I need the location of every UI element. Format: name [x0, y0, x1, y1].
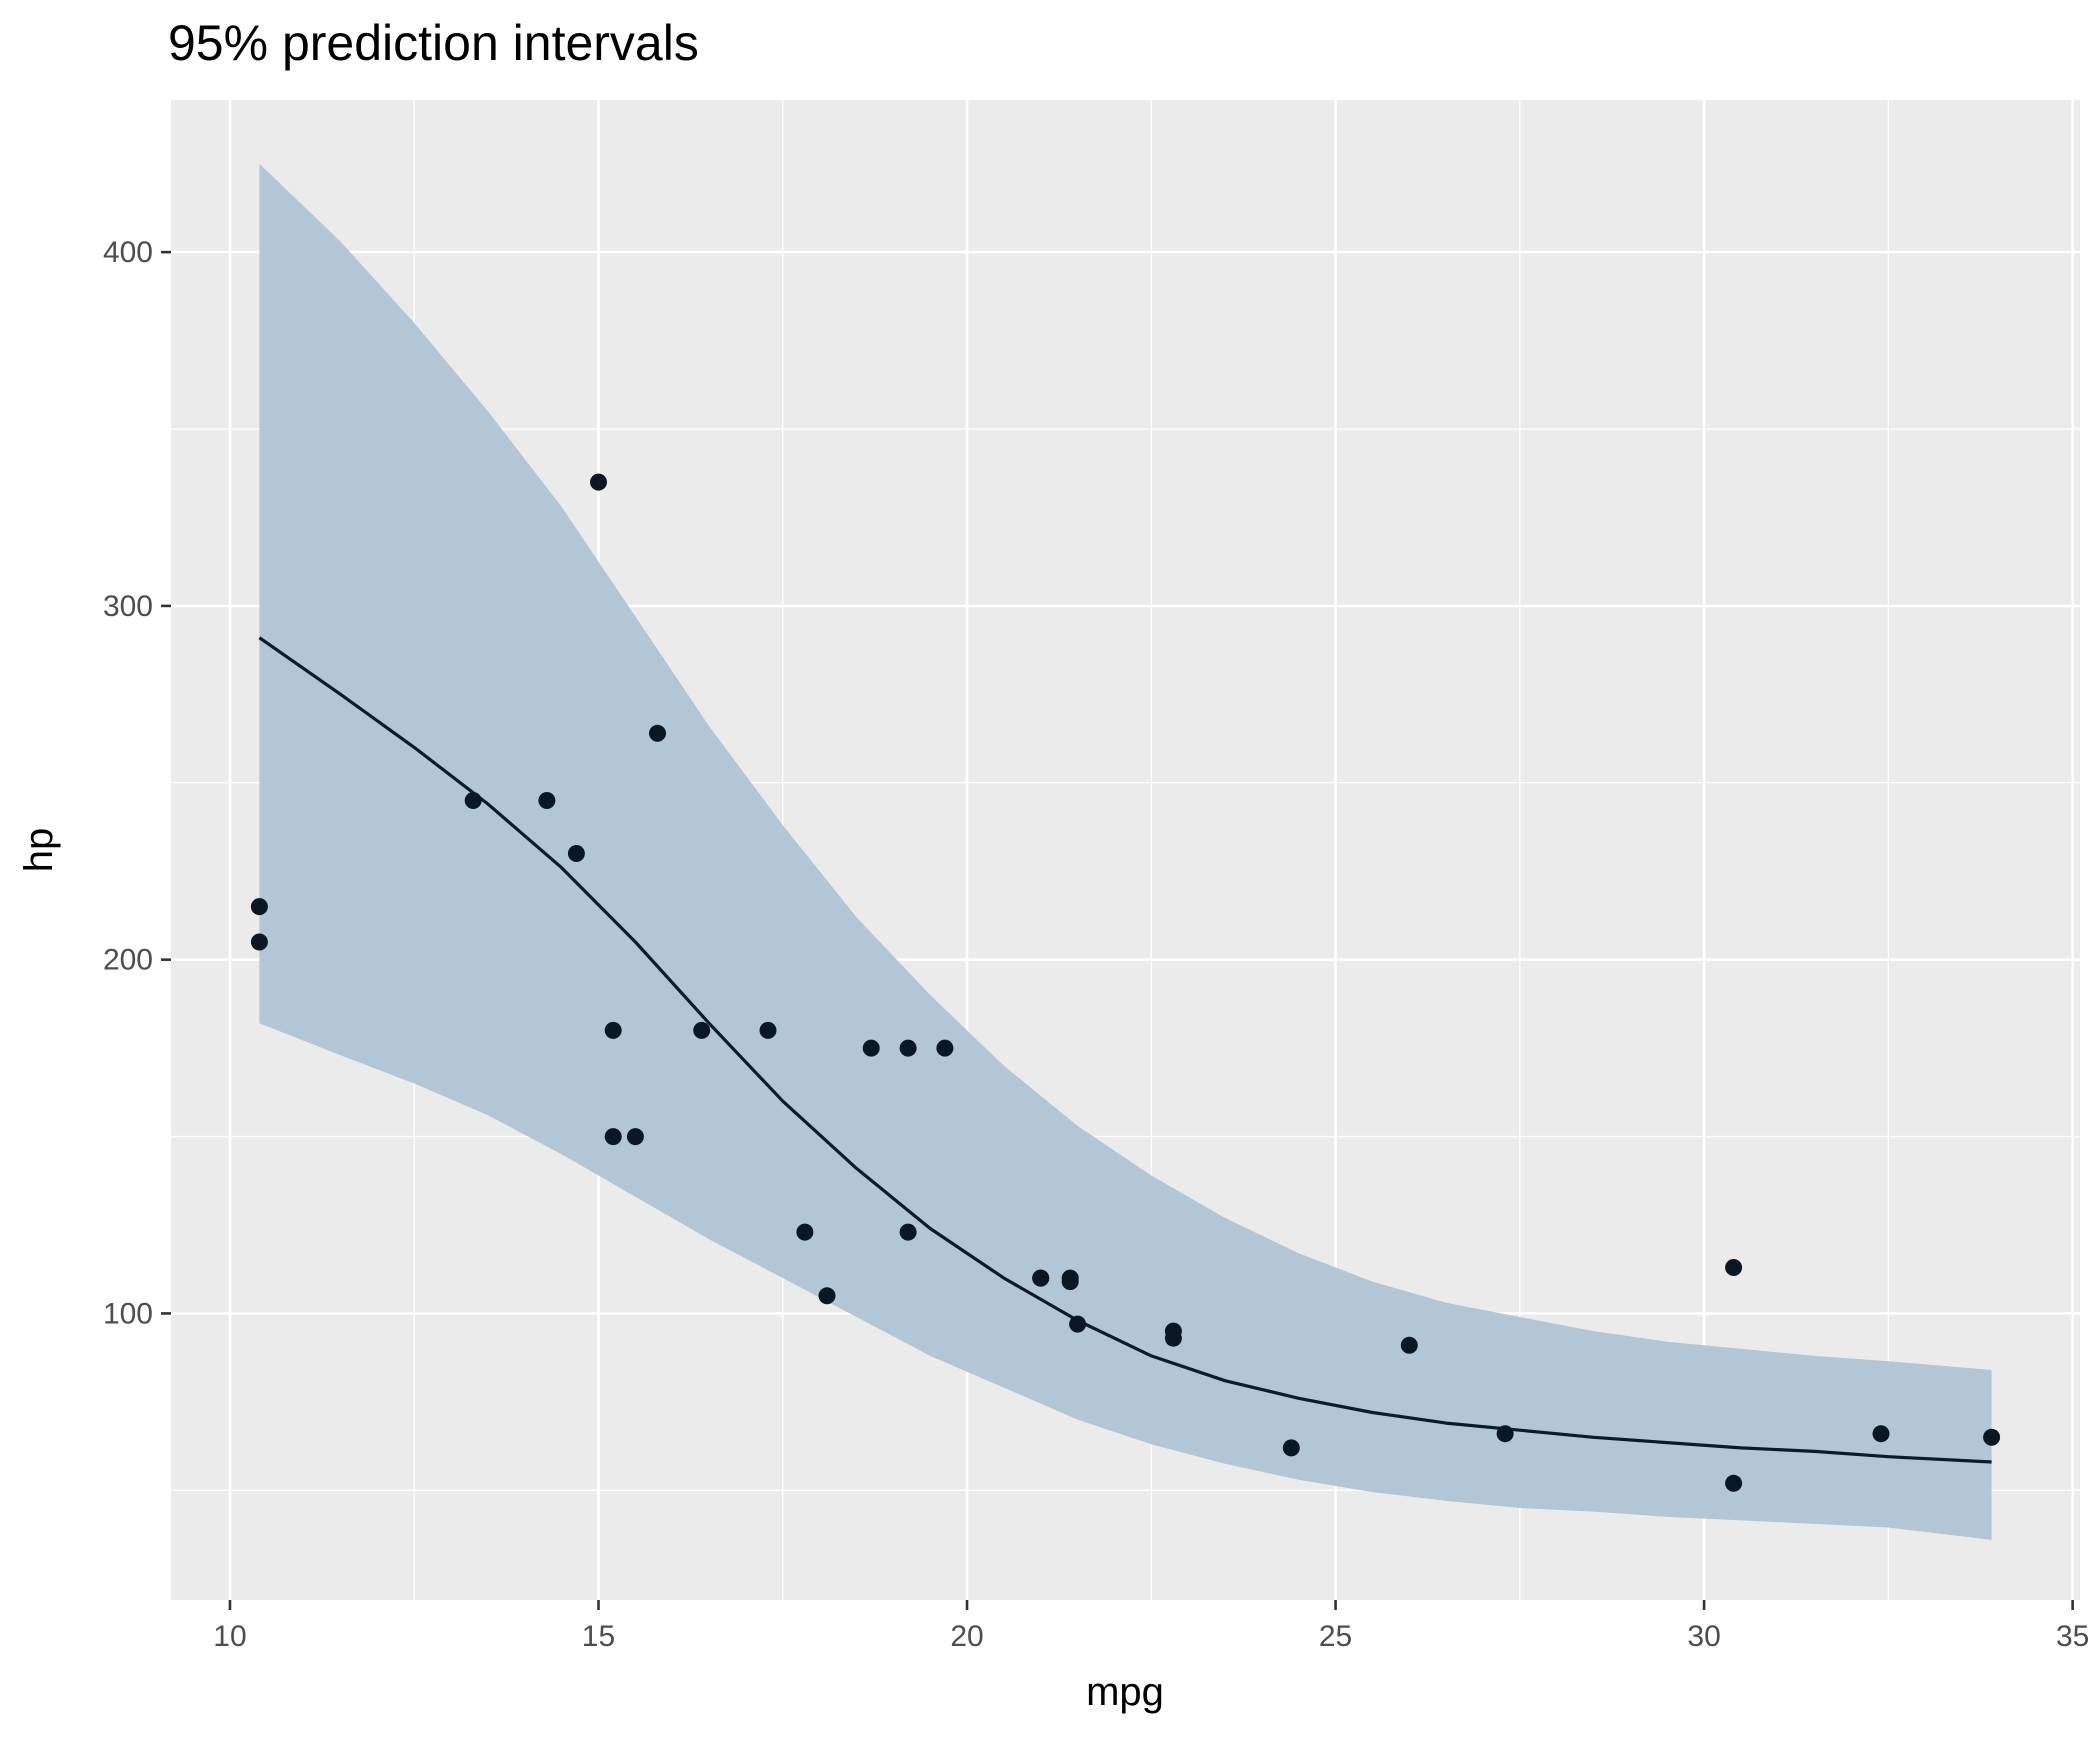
x-tick-label: 35 — [2056, 1620, 2089, 1653]
data-point — [759, 1021, 777, 1039]
data-point — [1496, 1425, 1514, 1443]
fit-line — [258, 636, 1992, 1464]
data-point — [1061, 1273, 1079, 1291]
data-point — [1282, 1439, 1300, 1457]
x-tick-label: 15 — [582, 1620, 615, 1653]
data-point — [626, 1128, 644, 1146]
prediction-interval-layer — [259, 163, 1992, 1540]
data-point — [590, 473, 607, 491]
chart-title: 95% prediction intervals — [168, 15, 699, 71]
data-point — [693, 1021, 711, 1039]
data-point — [604, 1128, 622, 1146]
data-point — [818, 1287, 836, 1305]
data-point — [899, 1223, 917, 1241]
data-point — [796, 1223, 814, 1241]
data-point — [250, 933, 268, 951]
y-tick-label: 300 — [103, 590, 153, 623]
data-point — [1983, 1428, 2001, 1446]
data-point — [899, 1039, 917, 1057]
data-point — [250, 898, 268, 916]
y-axis-title: hp — [17, 828, 61, 873]
data-point — [1725, 1259, 1743, 1276]
data-points — [250, 473, 2001, 1492]
y-tick-label: 100 — [103, 1297, 153, 1330]
y-tick-label: 200 — [103, 944, 153, 977]
data-point — [1069, 1315, 1087, 1333]
data-point — [538, 792, 556, 809]
data-point — [464, 792, 482, 809]
x-axis-title: mpg — [1086, 1670, 1164, 1714]
prediction-interval-band — [259, 163, 1992, 1540]
x-tick-label: 20 — [950, 1620, 983, 1653]
data-point — [936, 1039, 954, 1057]
fit-line-layer — [258, 636, 1992, 1464]
data-point — [1872, 1425, 1890, 1443]
data-point — [604, 1021, 622, 1039]
x-tick-label: 25 — [1319, 1620, 1352, 1653]
data-point — [1725, 1474, 1743, 1492]
x-tick-label: 30 — [1687, 1620, 1720, 1653]
data-point — [862, 1039, 880, 1057]
data-point — [649, 724, 666, 742]
axes: 10 15 20 25 30 35 100 200 300 400 — [103, 236, 2089, 1653]
data-point — [567, 845, 585, 862]
data-point — [1164, 1322, 1182, 1340]
data-point — [1400, 1336, 1418, 1354]
data-point — [1032, 1269, 1050, 1287]
x-tick-label: 10 — [213, 1620, 246, 1653]
y-tick-label: 400 — [103, 236, 153, 269]
